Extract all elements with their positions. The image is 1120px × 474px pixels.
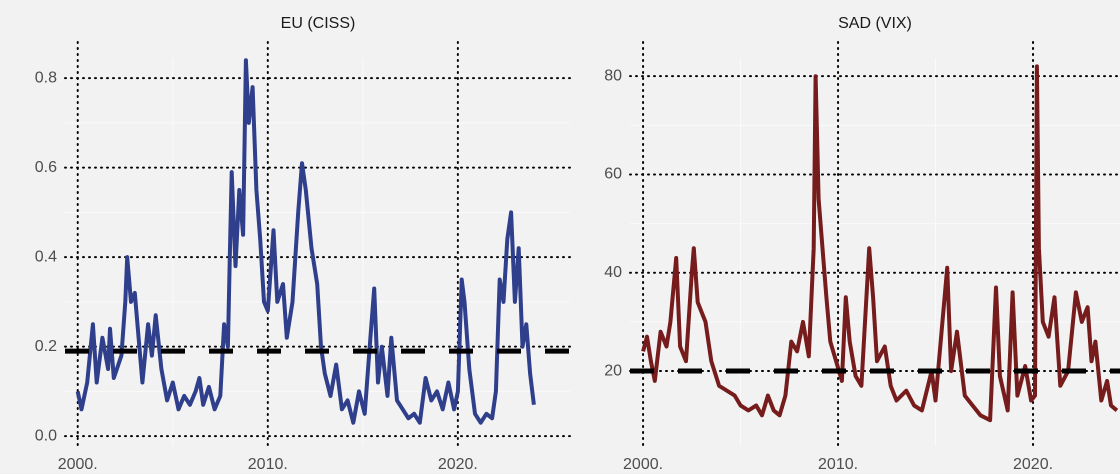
y-tick-label: 80	[604, 67, 622, 84]
x-tick-label: 2020.	[438, 456, 478, 473]
y-tick-label: 0.8	[35, 69, 57, 86]
y-tick-label: 0.4	[35, 248, 57, 265]
y-tick-label: 0.2	[35, 338, 57, 355]
x-tick-label: 2000.	[58, 456, 98, 473]
y-tick-label: 40	[604, 264, 622, 281]
x-tick-label: 2010.	[818, 456, 858, 473]
chart-title: EU (CISS)	[281, 15, 356, 32]
y-tick-label: 0.0	[35, 427, 57, 444]
chart-title: SAD (VIX)	[838, 15, 912, 32]
x-tick-label: 2020.	[1013, 456, 1053, 473]
series-line	[641, 64, 1119, 423]
x-tick-label: 2000.	[623, 456, 663, 473]
y-tick-label: 20	[604, 362, 622, 379]
series-line	[75, 58, 536, 425]
x-tick-label: 2010.	[248, 456, 288, 473]
y-tick-label: 60	[604, 166, 622, 183]
y-tick-label: 0.6	[35, 159, 57, 176]
